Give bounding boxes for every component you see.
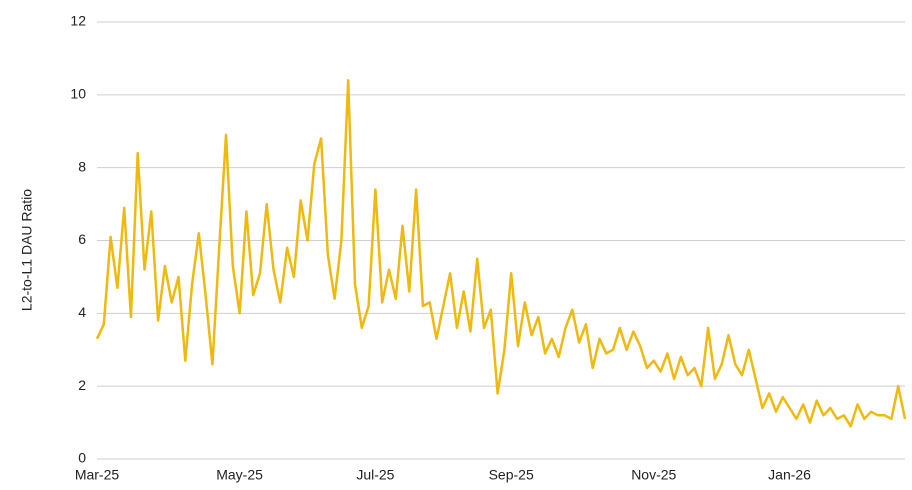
y-tick-label: 2 <box>78 377 86 393</box>
x-tick-label: May-25 <box>216 467 263 483</box>
data-line <box>95 79 907 428</box>
y-tick-label: 8 <box>78 158 86 174</box>
y-tick-label: 0 <box>78 450 86 466</box>
x-tick-label: Jan-26 <box>768 467 811 483</box>
y-tick-label: 12 <box>70 13 86 29</box>
y-tick-label: 10 <box>70 86 86 102</box>
y-tick-label: 6 <box>78 231 86 247</box>
y-axis-title: L2-to-L1 DAU Ratio <box>19 189 35 311</box>
x-tick-label: Jul-25 <box>356 467 394 483</box>
x-tick-label: Sep-25 <box>489 467 534 483</box>
x-tick-label: Mar-25 <box>75 467 120 483</box>
x-tick-label: Nov-25 <box>631 467 676 483</box>
y-tick-label: 4 <box>78 304 86 320</box>
